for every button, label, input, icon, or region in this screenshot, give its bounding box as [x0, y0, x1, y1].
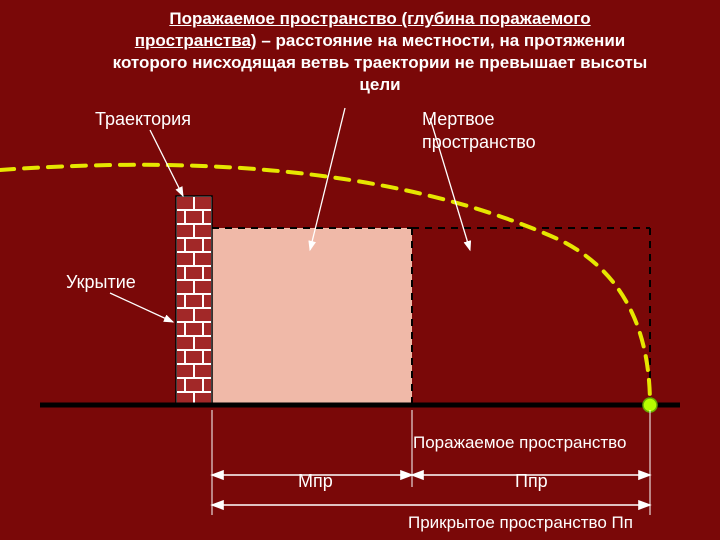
label-ppr: Ппр — [515, 470, 548, 493]
label-affected: Поражаемое пространство — [413, 432, 626, 454]
label-mpr: Мпр — [298, 470, 333, 493]
label-cover: Укрытие — [66, 271, 136, 294]
label-trajectory: Траектория — [95, 108, 191, 131]
label-deadspace: Мертвоепространство — [422, 108, 536, 155]
label-covered: Прикрытое пространство Пп — [408, 512, 633, 534]
title-block: Поражаемое пространство (глубина поражае… — [60, 8, 700, 96]
